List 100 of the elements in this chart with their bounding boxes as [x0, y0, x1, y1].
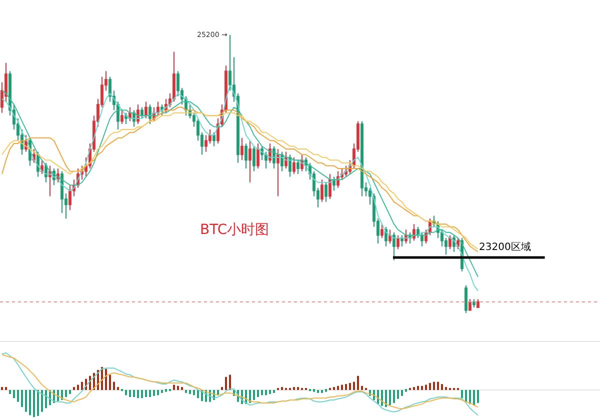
bar: [389, 390, 391, 406]
bar: [9, 390, 11, 394]
bar: [421, 386, 423, 390]
bar: [317, 390, 319, 393]
bar: [17, 390, 19, 402]
bar: [297, 387, 299, 390]
bar: [1, 387, 3, 390]
candlestick: [48, 165, 52, 197]
candlestick: [468, 298, 472, 311]
candlestick: [332, 176, 336, 192]
bar: [249, 390, 251, 403]
bar: [337, 386, 339, 390]
bar: [261, 390, 263, 396]
bar: [37, 390, 39, 416]
bar: [173, 384, 175, 390]
candlestick: [324, 182, 328, 202]
candlestick: [320, 179, 324, 202]
candlestick: [252, 146, 256, 172]
candlestick: [240, 137, 244, 161]
bar: [433, 382, 435, 390]
bar: [13, 390, 15, 398]
bar: [281, 387, 283, 390]
candlestick: [396, 234, 400, 250]
bar: [41, 390, 43, 412]
candlestick: [144, 101, 148, 119]
bar: [393, 390, 395, 403]
bar: [5, 387, 7, 390]
candlestick: [472, 298, 476, 308]
bar: [405, 389, 407, 392]
candlestick: [392, 232, 396, 261]
bar: [253, 390, 255, 400]
candlestick: [420, 232, 424, 247]
bar: [397, 390, 399, 399]
bar: [45, 390, 47, 408]
bar: [465, 390, 467, 402]
bar: [441, 384, 443, 390]
bar: [181, 387, 183, 390]
bar: [273, 390, 275, 393]
bar: [229, 374, 231, 390]
candlestick: [464, 284, 468, 314]
bar: [149, 390, 151, 398]
candlestick: [120, 110, 124, 124]
bar: [69, 390, 71, 394]
candlestick: [248, 140, 252, 183]
candlestick: [40, 160, 44, 175]
bar: [381, 390, 383, 406]
bar: [113, 382, 115, 390]
bar: [125, 390, 127, 396]
bar: [129, 390, 131, 398]
bar: [225, 377, 227, 390]
bar: [473, 390, 475, 406]
candlestick: [296, 160, 300, 175]
bar: [341, 384, 343, 390]
bar: [477, 390, 479, 403]
ref-line-label: 23200区域: [479, 241, 531, 253]
bar: [357, 376, 359, 390]
bar: [401, 390, 403, 396]
candlestick: [448, 234, 452, 250]
bar: [161, 390, 163, 393]
bar: [353, 382, 355, 390]
candlestick: [412, 224, 416, 242]
bar: [265, 390, 267, 396]
bar: [81, 382, 83, 390]
candlestick: [476, 298, 480, 308]
bar: [21, 390, 23, 408]
bar: [293, 387, 295, 390]
bar: [417, 386, 419, 390]
bar: [221, 387, 223, 390]
bar: [25, 390, 27, 412]
bar: [77, 384, 79, 390]
bar: [269, 390, 271, 394]
bar: [153, 390, 155, 396]
bar: [137, 390, 139, 398]
candlestick: [380, 224, 384, 238]
bar: [257, 390, 259, 398]
bar: [437, 382, 439, 390]
bar: [469, 390, 471, 404]
candlestick: [256, 142, 260, 169]
candlestick: [292, 156, 296, 175]
bar: [193, 390, 195, 396]
bar: [73, 387, 75, 390]
bar: [333, 387, 335, 390]
bar: [321, 390, 323, 393]
bar: [325, 389, 327, 392]
bar: [133, 390, 135, 398]
bar: [29, 390, 31, 416]
bar: [189, 390, 191, 394]
candlestick: [140, 106, 144, 119]
bar: [141, 390, 143, 398]
bar: [145, 390, 147, 398]
candlestick: [212, 132, 216, 147]
bar: [313, 389, 315, 392]
candlestick: [148, 104, 152, 124]
bar: [345, 384, 347, 390]
bar: [385, 390, 387, 408]
candlestick: [384, 226, 388, 247]
candlestick: [284, 151, 288, 169]
bar: [445, 387, 447, 390]
bar: [185, 390, 187, 393]
candlestick: [388, 229, 392, 244]
